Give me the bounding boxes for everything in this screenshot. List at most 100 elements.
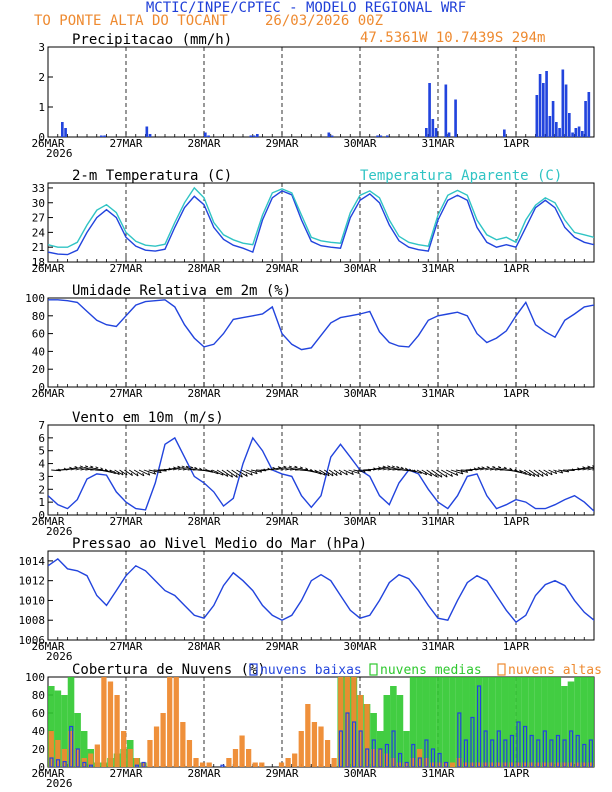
- cloud-bar-low: [62, 760, 67, 767]
- coordinates-label: 47.5361W 10.7439S 294m: [360, 30, 545, 46]
- y-tick-label: 27: [32, 212, 45, 225]
- wind-arrow: [251, 469, 262, 473]
- cloud-bar-high: [548, 762, 554, 767]
- x-tick-label: 31MAR: [421, 262, 454, 275]
- wind-arrow: [426, 469, 437, 478]
- cloud-bar-high: [443, 762, 449, 767]
- wind-arrow-head: [440, 474, 443, 478]
- cloud-bar-high: [502, 762, 508, 767]
- cloud-bar-low: [88, 764, 94, 767]
- cloud-bar-mid: [61, 695, 68, 767]
- precip-bar: [454, 99, 457, 137]
- wind-arrow-head: [345, 472, 348, 476]
- cloud-bar-low: [476, 685, 482, 767]
- cloud-bar-high: [331, 758, 337, 767]
- location-label: TO PONTE ALTA DO TOCANT: [34, 13, 228, 29]
- y-tick-label: 33: [32, 182, 45, 195]
- cloud-bar-high: [246, 749, 252, 767]
- precip-bar: [386, 135, 389, 137]
- wind-arrow: [489, 467, 502, 471]
- wind-arrow: [353, 469, 366, 473]
- y-tick-label: 3: [38, 41, 45, 54]
- cloud-bar-high: [74, 749, 81, 767]
- wind-arrow: [519, 469, 531, 477]
- chart-title: MCTIC/INPE/CPTEC - MODELO REGIONAL WRF: [146, 0, 466, 16]
- wind-arrow-head: [255, 471, 258, 475]
- precip-frame: [47, 46, 595, 138]
- y-tick-label: 0: [38, 381, 45, 394]
- y-tick-label: 1012: [19, 575, 46, 588]
- wind-arrow: [85, 467, 99, 471]
- precip-bar: [103, 135, 106, 137]
- wind-arrow: [387, 467, 400, 471]
- wind-arrow-head: [250, 472, 253, 476]
- wind-arrow-head: [283, 465, 287, 468]
- wind-arrow: [104, 469, 116, 475]
- wind-arrow-head: [335, 472, 338, 476]
- wind-arrow-head: [554, 470, 558, 474]
- cloud-bar-high: [495, 762, 502, 767]
- precip-bar: [431, 119, 435, 137]
- wind-arrow: [587, 467, 594, 471]
- wind-arrow-head: [194, 466, 198, 470]
- wind-arrow: [514, 469, 527, 475]
- year-label: 2026: [46, 147, 73, 160]
- x-tick-label: 26MAR: [31, 137, 64, 150]
- y-tick-label: 6: [38, 432, 45, 445]
- precip-panel: 0 1 2 3 26MAR 27MAR 28MAR 29MAR 30MAR 31MAR 1APR 20…: [31, 32, 595, 160]
- cloud-bar-high: [561, 762, 568, 767]
- wind-arrow: [538, 469, 548, 477]
- cloud-bar-high: [555, 762, 561, 767]
- cloud-bar-high: [403, 762, 410, 767]
- wind-arrow: [421, 469, 432, 477]
- cloud-bar-high: [239, 735, 245, 767]
- cloud-bar-low: [424, 739, 429, 767]
- precip-bar: [444, 84, 448, 137]
- wind-arrow: [377, 466, 391, 471]
- cloud-bar-mid: [469, 677, 476, 767]
- legend-label: nuvens medias: [380, 663, 482, 678]
- cloud-bar-high: [259, 762, 265, 767]
- y-tick-label: 60: [32, 707, 45, 720]
- cloud-bar-mid: [455, 677, 463, 767]
- cloud-bar-high: [180, 722, 186, 767]
- cloud-bar-low: [404, 761, 409, 767]
- x-tick-label: 29MAR: [265, 767, 298, 780]
- cloud-bar-mid: [396, 695, 404, 767]
- wind-arrow-head: [339, 472, 342, 476]
- cloud-bar-high: [173, 677, 179, 767]
- wind-arrow-head: [537, 473, 540, 477]
- wind-arrow-head: [305, 467, 309, 470]
- wind-arrow: [65, 467, 78, 471]
- wind-arrow-head: [597, 466, 600, 467]
- cloud-bar-high: [581, 762, 587, 767]
- wind-arrow: [314, 469, 326, 476]
- cloud-bar-low: [365, 748, 370, 767]
- cloud-bar-mid: [547, 677, 555, 767]
- wind-arrow-head: [272, 466, 276, 469]
- y-tick-label: 40: [32, 725, 45, 738]
- cloud-bar-high: [384, 753, 390, 767]
- cloud-bar-low: [470, 716, 475, 767]
- cloud-bar-low: [555, 734, 561, 767]
- cloud-bar-high: [167, 677, 173, 767]
- cloud-bar-low: [569, 730, 574, 767]
- wind-arrow: [533, 469, 544, 477]
- x-tick-label: 30MAR: [343, 515, 376, 528]
- wind-arrow-head: [277, 466, 281, 469]
- legend-swatch: [249, 663, 258, 676]
- cloud-bar-mid: [54, 690, 62, 767]
- precip-bar: [571, 132, 574, 137]
- wind-arrow-head: [136, 473, 139, 477]
- precip-bar: [564, 84, 568, 137]
- x-tick-label: 30MAR: [343, 262, 376, 275]
- cloud-bar-low: [516, 721, 521, 767]
- precip-bar: [574, 128, 578, 137]
- wind-arrow: [280, 466, 292, 471]
- cloud-bar-mid: [449, 677, 456, 767]
- wind-arrow-head: [245, 473, 248, 477]
- wind-arrow-head: [460, 471, 464, 475]
- cloud-bar-high: [476, 762, 482, 767]
- x-tick-label: 28MAR: [187, 515, 220, 528]
